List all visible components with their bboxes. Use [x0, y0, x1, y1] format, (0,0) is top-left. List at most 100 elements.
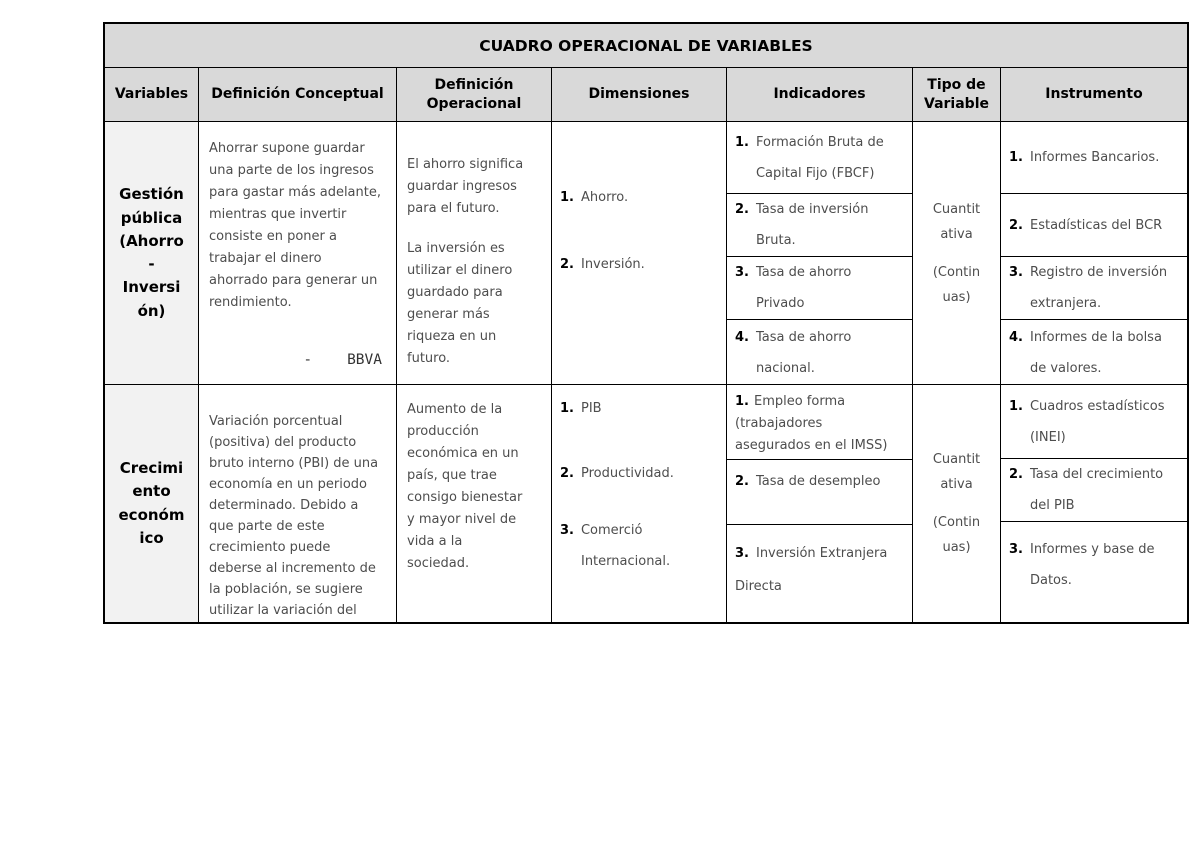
instrument-item: 1. Informes Bancarios. — [1009, 142, 1159, 173]
item-number: 1. — [1009, 150, 1023, 165]
item-number: 1. — [735, 394, 749, 409]
indicator-item: 4. Tasa de ahorro nacional. — [735, 322, 897, 384]
row1-variable-cell: Gestión pública (Ahorro - Inversión) — [105, 122, 199, 385]
row2-variable-cell: Crecimiento económico — [105, 385, 199, 622]
item-number: 2. — [1009, 467, 1023, 482]
item-number: 1. — [1009, 398, 1023, 414]
instrument-subcell: 4. Informes de la bolsa de valores. — [1001, 320, 1187, 384]
item-text: Tasa de ahorro Privado — [755, 265, 852, 311]
item-number: 3. — [1009, 542, 1023, 557]
indicator-subcell: 4. Tasa de ahorro nacional. — [727, 320, 912, 384]
instrument-item: 2. Estadísticas del BCR — [1009, 210, 1162, 241]
item-text: Estadísticas del BCR — [1029, 217, 1163, 233]
item-text: Tasa del crecimiento del PIB — [1029, 467, 1164, 513]
instrument-subcell: 3. Informes y base de Datos. — [1001, 522, 1187, 622]
instrument-subcell: 1. Informes Bancarios. — [1001, 122, 1187, 194]
variable-name: Crecimiento económico — [118, 459, 185, 547]
instrument-subcell: 2. Tasa del crecimiento del PIB — [1001, 459, 1187, 522]
row2-instrumento-cell: 1. Cuadros estadísticos (INEI) 2. Tasa d… — [1001, 385, 1187, 622]
instrument-item: 1. Cuadros estadísticos (INEI) — [1009, 391, 1171, 453]
instrument-item: 4. Informes de la bolsa de valores. — [1009, 322, 1171, 384]
item-text: Empleo forma (trabajadores asegurados en… — [735, 394, 888, 453]
item-number: 2. — [1009, 217, 1023, 233]
item-number: 2. — [560, 257, 574, 272]
item-text: PIB — [580, 401, 602, 416]
item-number: 3. — [1009, 265, 1023, 280]
operational-variables-table: CUADRO OPERACIONAL DE VARIABLES Variable… — [103, 22, 1189, 624]
item-text: Tasa de ahorro nacional. — [755, 330, 852, 376]
header-definicion-operacional: Definición Operacional — [397, 68, 552, 122]
indicator-subcell: 1. Formación Bruta de Capital Fijo (FBCF… — [727, 122, 912, 194]
variable-name: Gestión pública (Ahorro - Inversión) — [119, 185, 184, 320]
item-number: 1. — [560, 401, 574, 416]
dimension-item: 1. Ahorro. — [560, 182, 720, 213]
item-number: 4. — [735, 330, 749, 345]
item-number: 3. — [735, 546, 749, 561]
indicator-subcell: 2. Tasa de inversión Bruta. — [727, 194, 912, 257]
instrument-subcell: 3. Registro de inversión extranjera. — [1001, 257, 1187, 320]
indicator-subcell: 3. Inversión Extranjera Directa — [727, 525, 912, 622]
header-instrumento: Instrumento — [1001, 68, 1187, 122]
row2-definicion-conceptual-cell: Variación porcentual (positiva) del prod… — [199, 385, 397, 622]
definicion-operacional-p1: Aumento de la producción económica en un… — [407, 402, 523, 571]
indicator-subcell: 2. Tasa de desempleo — [727, 460, 912, 525]
table-title: CUADRO OPERACIONAL DE VARIABLES — [105, 24, 1187, 68]
row1-definicion-conceptual-cell: Ahorrar supone guardar una parte de los … — [199, 122, 397, 385]
item-text: Inversión Extranjera Directa — [735, 546, 888, 594]
row1-instrumento-cell: 1. Informes Bancarios. 2. Estadísticas d… — [1001, 122, 1187, 385]
tipo-variable-line2: (Continuas) — [932, 264, 981, 305]
header-dimensiones: Dimensiones — [552, 68, 727, 122]
dimension-item: 2. Inversión. — [560, 249, 720, 280]
dimension-item: 2. Productividad. — [560, 458, 720, 489]
indicator-item: 1. Empleo forma (trabajadores asegurados … — [735, 391, 897, 457]
item-number: 4. — [1009, 330, 1023, 345]
header-definicion-conceptual: Definición Conceptual — [199, 68, 397, 122]
item-number: 1. — [560, 190, 574, 205]
definicion-conceptual-text: Variación porcentual (positiva) del prod… — [209, 414, 379, 618]
item-text: Tasa de desempleo — [755, 474, 881, 489]
item-text: Productividad. — [580, 466, 674, 481]
tipo-variable-line1: Cuantitativa — [932, 452, 981, 492]
instrument-subcell: 2. Estadísticas del BCR — [1001, 194, 1187, 257]
item-text: Informes y base de Datos. — [1029, 542, 1155, 588]
row2-dimensiones-cell: 1. PIB 2. Productividad. 3. Comerció Int… — [552, 385, 727, 622]
definicion-conceptual-text: Ahorrar supone guardar una parte de los … — [209, 141, 381, 310]
item-text: Registro de inversión extranjera. — [1029, 265, 1168, 311]
indicator-item: 3. Tasa de ahorro Privado — [735, 257, 897, 319]
item-text: Inversión. — [580, 257, 645, 272]
fuente-cita: - BBVA — [303, 352, 382, 368]
row2-indicadores-cell: 1. Empleo forma (trabajadores asegurados … — [727, 385, 913, 622]
instrument-subcell: 1. Cuadros estadísticos (INEI) — [1001, 385, 1187, 459]
item-number: 2. — [735, 474, 749, 489]
dimension-item: 3. Comerció Internacional. — [560, 515, 720, 577]
indicator-item: 2. Tasa de inversión Bruta. — [735, 194, 897, 256]
tipo-variable-line2: (Continuas) — [932, 515, 981, 555]
item-text: Cuadros estadísticos (INEI) — [1029, 398, 1165, 445]
item-number: 2. — [560, 466, 574, 481]
tipo-variable-line1: Cuantitativa — [932, 201, 981, 242]
item-number: 3. — [735, 265, 749, 280]
indicator-subcell: 3. Tasa de ahorro Privado — [727, 257, 912, 320]
header-indicadores: Indicadores — [727, 68, 913, 122]
indicator-subcell: 1. Empleo forma (trabajadores asegurados … — [727, 385, 912, 460]
definicion-operacional-p2: La inversión es utilizar el dinero guard… — [407, 241, 513, 366]
instrument-item: 3. Informes y base de Datos. — [1009, 534, 1171, 596]
definicion-operacional-p1: El ahorro significa guardar ingresos par… — [407, 157, 524, 216]
row1-indicadores-cell: 1. Formación Bruta de Capital Fijo (FBCF… — [727, 122, 913, 385]
item-number: 1. — [735, 134, 749, 150]
item-text: Tasa de inversión Bruta. — [755, 202, 869, 248]
dimension-item: 1. PIB — [560, 393, 720, 424]
item-text: Comerció Internacional. — [580, 523, 671, 569]
row1-dimensiones-cell: 1. Ahorro. 2. Inversión. — [552, 122, 727, 385]
item-text: Ahorro. — [580, 190, 629, 205]
row2-definicion-operacional-cell: Aumento de la producción económica en un… — [397, 385, 552, 622]
instrument-item: 2. Tasa del crecimiento del PIB — [1009, 459, 1171, 521]
item-number: 3. — [560, 523, 574, 538]
row1-definicion-operacional-cell: El ahorro significa guardar ingresos par… — [397, 122, 552, 385]
item-text: Informes de la bolsa de valores. — [1029, 330, 1162, 376]
indicator-item: 3. Inversión Extranjera Directa — [735, 537, 905, 603]
instrument-item: 3. Registro de inversión extranjera. — [1009, 257, 1171, 319]
indicator-item: 2. Tasa de desempleo — [735, 466, 881, 497]
item-text: Informes Bancarios. — [1029, 150, 1160, 165]
